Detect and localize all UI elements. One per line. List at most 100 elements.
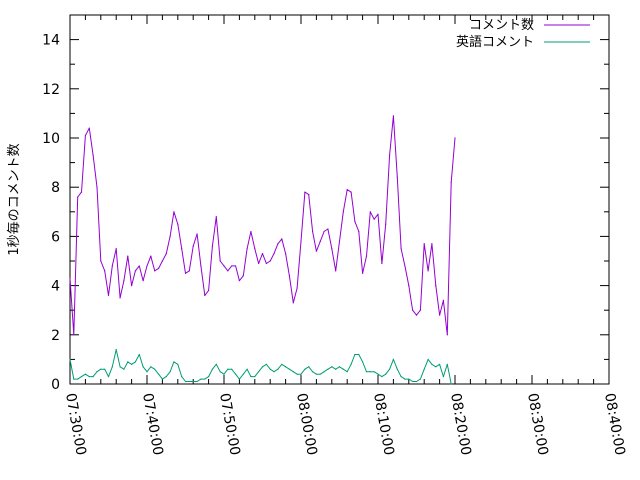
data-point xyxy=(335,368,337,370)
data-point xyxy=(296,287,298,289)
data-point xyxy=(215,216,217,218)
y-axis-label: 1秒毎のコメント数 xyxy=(6,143,22,255)
data-point xyxy=(127,255,129,257)
data-point xyxy=(107,294,110,297)
plot-frame xyxy=(69,14,610,385)
data-point xyxy=(211,245,214,247)
data-point xyxy=(119,366,121,368)
data-point xyxy=(250,376,252,378)
data-point xyxy=(315,250,317,252)
data-point xyxy=(358,353,360,356)
data-point xyxy=(184,272,187,274)
data-point xyxy=(223,373,225,375)
data-point xyxy=(400,248,402,250)
data-point xyxy=(165,376,167,378)
data-point xyxy=(173,361,175,363)
data-point xyxy=(196,233,198,235)
data-point xyxy=(123,368,125,370)
data-point xyxy=(442,376,445,378)
data-point xyxy=(304,368,306,370)
x-tick-label: 08:00:00 xyxy=(293,392,320,457)
data-point xyxy=(338,240,341,242)
data-point xyxy=(323,371,325,373)
data-point xyxy=(92,154,94,156)
data-point xyxy=(146,265,148,267)
data-point xyxy=(431,243,433,245)
data-point xyxy=(131,285,133,287)
x-tick-label: 08:30:00 xyxy=(524,392,551,457)
data-point xyxy=(169,371,171,373)
data-point xyxy=(388,154,391,156)
data-point xyxy=(404,265,406,267)
data-point xyxy=(269,368,271,370)
data-point xyxy=(373,371,375,373)
data-point xyxy=(362,272,364,274)
data-point xyxy=(165,253,167,255)
data-point xyxy=(154,270,156,272)
data-point xyxy=(204,378,206,380)
data-point xyxy=(427,358,429,360)
y-tick-label: 0 xyxy=(51,377,60,393)
data-point xyxy=(354,353,356,356)
data-point xyxy=(77,378,79,380)
data-point xyxy=(365,371,368,373)
data-point xyxy=(292,302,294,304)
data-point xyxy=(439,314,441,316)
data-point xyxy=(111,265,113,267)
data-point xyxy=(446,363,448,365)
data-point xyxy=(412,380,414,383)
data-point xyxy=(408,285,410,287)
y-tick-label: 10 xyxy=(42,131,60,147)
data-point xyxy=(281,363,283,365)
data-point xyxy=(238,280,240,282)
data-point xyxy=(150,366,152,368)
data-point xyxy=(127,361,129,363)
data-point xyxy=(369,211,371,213)
data-point xyxy=(115,248,117,250)
data-point xyxy=(311,230,314,233)
data-point xyxy=(123,280,125,282)
data-point xyxy=(131,363,133,365)
data-point xyxy=(227,270,229,272)
data-point xyxy=(211,368,214,370)
data-point xyxy=(396,176,398,178)
data-point xyxy=(234,265,237,267)
data-point xyxy=(231,265,233,267)
y-tick-label: 14 xyxy=(42,33,60,49)
data-point xyxy=(435,285,437,287)
data-point xyxy=(250,230,252,233)
data-point xyxy=(346,371,348,373)
data-point xyxy=(261,253,264,255)
data-point xyxy=(300,240,302,242)
data-point xyxy=(111,366,113,368)
x-tick-label: 08:10:00 xyxy=(370,392,397,457)
data-point xyxy=(84,134,86,137)
data-point xyxy=(392,358,394,360)
x-tick-label: 08:20:00 xyxy=(447,392,474,457)
data-point xyxy=(412,309,414,311)
data-point xyxy=(315,373,317,375)
data-point xyxy=(408,378,410,380)
data-point xyxy=(435,366,437,368)
data-point xyxy=(69,358,71,360)
data-point xyxy=(331,366,333,368)
data-point xyxy=(265,363,267,365)
y-tick-label: 2 xyxy=(51,328,60,344)
data-point xyxy=(265,262,267,265)
data-point xyxy=(142,280,144,282)
data-point xyxy=(177,363,179,365)
data-point xyxy=(300,373,302,375)
data-point xyxy=(327,228,329,230)
data-point xyxy=(419,378,421,380)
data-point xyxy=(238,378,240,380)
data-point xyxy=(219,371,221,373)
data-point xyxy=(350,363,352,365)
data-point xyxy=(446,334,448,336)
data-point xyxy=(423,368,425,370)
data-point xyxy=(107,376,110,378)
data-point xyxy=(350,191,352,193)
data-point xyxy=(369,371,371,373)
data-point xyxy=(138,353,140,356)
data-point xyxy=(96,371,98,373)
